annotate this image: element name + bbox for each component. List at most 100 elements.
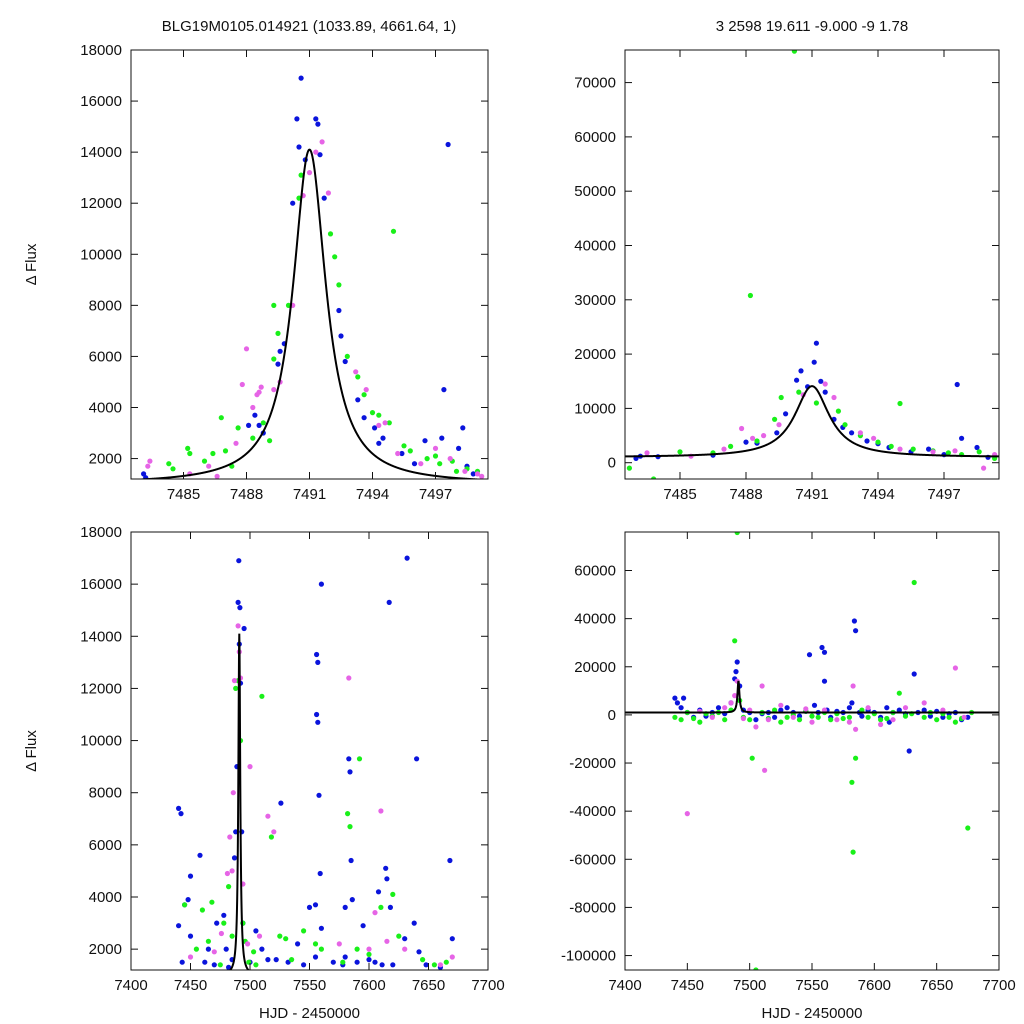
data-point-blue xyxy=(347,769,353,775)
data-point-blue xyxy=(399,450,405,457)
data-point-green xyxy=(386,420,392,426)
data-point-green xyxy=(390,891,396,898)
data-point-magenta xyxy=(214,473,220,479)
data-point-blue xyxy=(314,651,320,658)
data-point-magenta xyxy=(853,726,859,732)
data-point-blue xyxy=(851,618,858,624)
data-point-magenta xyxy=(229,868,235,874)
data-point-blue xyxy=(846,705,853,711)
data-point-green xyxy=(672,714,678,720)
y-tick-label: 8000 xyxy=(89,785,122,802)
data-point-green xyxy=(626,465,633,471)
data-point-magenta xyxy=(871,435,877,441)
data-point-green xyxy=(376,412,382,418)
data-point-blue xyxy=(143,475,149,479)
data-point-green xyxy=(347,824,353,830)
data-point-green xyxy=(437,461,443,467)
data-point-magenta xyxy=(479,473,485,479)
data-point-green xyxy=(865,714,871,720)
data-point-green xyxy=(976,449,982,455)
data-point-magenta xyxy=(378,808,384,814)
data-point-green xyxy=(965,825,971,831)
y-tick-label: 30000 xyxy=(574,292,616,309)
y-tick-label: 20000 xyxy=(574,659,616,676)
data-point-blue xyxy=(372,959,378,965)
data-point-blue xyxy=(414,756,420,762)
data-point-blue xyxy=(246,422,252,428)
data-point-magenta xyxy=(447,456,453,462)
data-point-green xyxy=(267,438,273,444)
data-point-blue xyxy=(236,558,242,564)
data-point-blue xyxy=(372,425,378,431)
x-tick-label: 7600 xyxy=(858,977,891,994)
data-point-magenta xyxy=(250,404,256,411)
data-points xyxy=(176,555,455,970)
data-point-blue xyxy=(859,713,865,719)
x-tick-label: 7485 xyxy=(663,486,696,503)
y-tick-label: 2000 xyxy=(89,451,122,468)
data-point-magenta xyxy=(218,930,224,937)
x-tick-label: 7497 xyxy=(419,486,452,503)
y-tick-label: 14000 xyxy=(80,144,122,161)
plot-frame xyxy=(624,49,1000,480)
data-point-blue xyxy=(226,964,232,970)
y-tick-label: 16000 xyxy=(80,576,122,593)
data-point-green xyxy=(678,717,684,723)
data-point-green xyxy=(875,439,881,445)
data-point-blue xyxy=(794,377,800,383)
data-point-blue xyxy=(176,923,182,929)
data-point-blue xyxy=(176,805,182,812)
x-tick-label: 7494 xyxy=(356,486,389,503)
y-tick-label: 18000 xyxy=(80,42,122,59)
data-point-blue xyxy=(313,116,319,122)
x-tick-label: 7550 xyxy=(795,977,828,994)
data-point-blue xyxy=(927,713,934,719)
data-point-green xyxy=(846,714,853,720)
data-points xyxy=(626,50,998,479)
data-point-green xyxy=(753,967,759,970)
data-point-blue xyxy=(354,959,360,965)
data-point-blue xyxy=(896,707,902,713)
data-point-green xyxy=(888,443,894,449)
data-point-magenta xyxy=(728,700,734,706)
data-point-green xyxy=(229,933,235,939)
data-point-magenta xyxy=(353,369,359,375)
data-point-blue xyxy=(211,962,217,968)
data-point-green xyxy=(344,353,350,359)
data-point-green xyxy=(312,941,319,947)
y-tick-label: 10000 xyxy=(80,733,122,750)
x-tick-label: 7494 xyxy=(861,486,894,503)
data-point-green xyxy=(233,685,239,692)
data-point-green xyxy=(275,330,281,336)
data-point-magenta xyxy=(684,811,690,817)
data-point-green xyxy=(210,450,216,457)
data-point-green xyxy=(268,834,274,840)
data-point-blue xyxy=(252,412,258,418)
data-point-magenta xyxy=(258,384,264,390)
x-axis-label: HJD - 2450000 xyxy=(762,1005,863,1022)
data-point-blue xyxy=(342,904,348,911)
data-point-blue xyxy=(256,422,262,428)
data-point-magenta xyxy=(778,702,784,708)
data-point-green xyxy=(796,717,803,723)
x-tick-label: 7600 xyxy=(352,977,385,994)
data-point-blue xyxy=(460,425,466,431)
data-point-magenta xyxy=(245,941,251,947)
y-tick-label: 8000 xyxy=(89,297,122,314)
data-point-green xyxy=(332,254,338,260)
data-point-blue xyxy=(317,870,323,877)
data-point-green xyxy=(849,779,855,785)
data-point-green xyxy=(407,448,413,454)
data-point-magenta xyxy=(363,387,369,393)
y-tick-label: 40000 xyxy=(574,237,616,254)
data-point-magenta xyxy=(233,440,239,446)
data-point-blue xyxy=(290,200,296,206)
data-point-magenta xyxy=(834,717,840,723)
data-point-blue xyxy=(733,669,739,675)
data-point-green xyxy=(772,416,778,422)
data-point-blue xyxy=(447,857,453,864)
data-point-blue xyxy=(237,605,243,611)
data-point-green xyxy=(778,719,784,725)
data-point-blue xyxy=(926,446,932,452)
data-point-green xyxy=(842,422,848,428)
